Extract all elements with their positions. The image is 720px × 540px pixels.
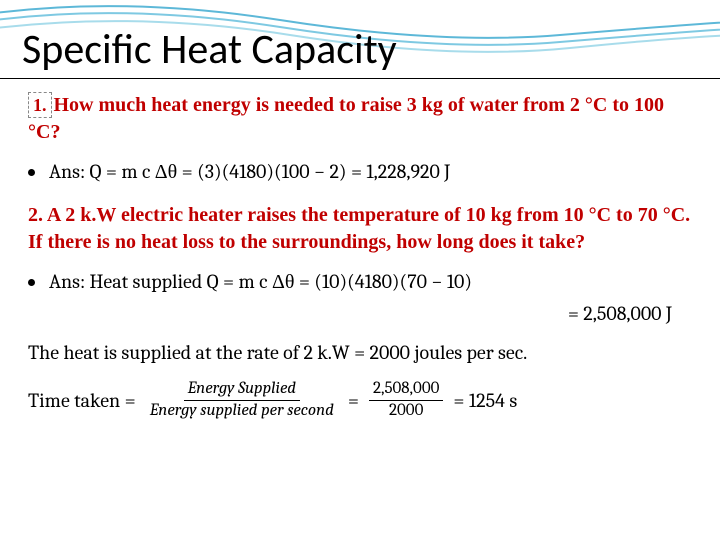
answer-1-row: Ans: Q = m c Δθ = (3)(4180)(100 − 2) = 1… [28,160,698,184]
answer-2-line1: Ans: Heat supplied Q = m c Δθ = (10)(418… [49,270,472,294]
answer-2-line2: = 2,508,000 J [28,302,698,325]
time-label: Time taken = [28,389,136,412]
time-fraction-2: 2,508,000 2000 [369,380,443,420]
time-frac1-denominator: Energy supplied per second [146,401,338,421]
question-1: 1.How much heat energy is needed to rais… [28,92,698,146]
time-fraction-1: Energy Supplied Energy supplied per seco… [146,380,338,420]
rate-text: The heat is supplied at the rate of 2 k.… [28,341,698,364]
answer-1-text: Ans: Q = m c Δθ = (3)(4180)(100 − 2) = 1… [49,160,450,184]
time-result: = 1254 s [453,389,517,412]
question-1-text: How much heat energy is needed to raise … [28,94,664,143]
page-title: Specific Heat Capacity [22,24,397,75]
time-frac2-numerator: 2,508,000 [369,380,443,401]
bullet-icon [28,169,35,176]
answer-2-row: Ans: Heat supplied Q = m c Δθ = (10)(418… [28,270,698,294]
question-2: 2. A 2 k.W electric heater raises the te… [28,202,698,256]
slide-content: 1.How much heat energy is needed to rais… [28,92,698,420]
time-taken-line: Time taken = Energy Supplied Energy supp… [28,380,698,420]
title-underline [0,78,720,79]
time-frac2-denominator: 2000 [385,401,427,421]
equals-sign: = [348,389,359,412]
question-1-number: 1. [28,92,52,118]
bullet-icon [28,279,35,286]
time-frac1-numerator: Energy Supplied [184,380,300,401]
